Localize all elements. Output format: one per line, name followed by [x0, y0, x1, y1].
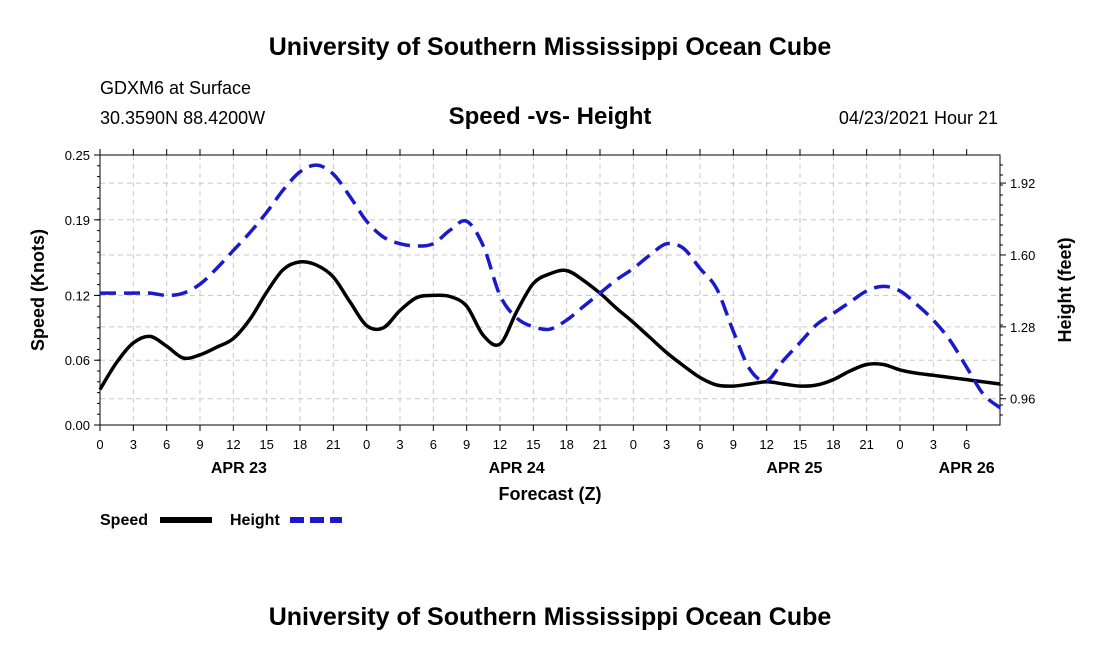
x-tick-label: 18	[559, 437, 573, 452]
x-tick-label: 3	[930, 437, 937, 452]
x-tick-label: 12	[493, 437, 507, 452]
x-tick-label: 0	[363, 437, 370, 452]
x-tick-label: 0	[630, 437, 637, 452]
station-label: GDXM6 at Surface	[100, 78, 251, 98]
x-tick-label: 3	[396, 437, 403, 452]
x-tick-label: 15	[793, 437, 807, 452]
x-date-label: APR 23	[211, 460, 267, 477]
y2-axis-label: Height (feet)	[1055, 238, 1075, 343]
x-tick-label: 6	[163, 437, 170, 452]
y-tick-label: 0.06	[65, 353, 90, 368]
y-axis-right: 0.96 1.28 1.60 1.92	[1000, 164, 1035, 416]
chart-title: Speed -vs- Height	[449, 103, 652, 130]
series	[98, 163, 1002, 410]
x-tick-label: 6	[963, 437, 970, 452]
x-tick-label: 21	[326, 437, 340, 452]
x-date-label: APR 25	[766, 460, 822, 477]
y-axis-label: Speed (Knots)	[28, 229, 48, 351]
y-tick-label: 0.00	[65, 418, 90, 433]
x-tick-label: 3	[663, 437, 670, 452]
y2-tick-label: 1.92	[1010, 176, 1035, 191]
series-line-speed	[98, 259, 1001, 391]
y-axis-left: 0.00 0.06 0.12 0.19 0.25	[65, 148, 100, 433]
x-tick-label: 18	[826, 437, 840, 452]
x-tick-label: 21	[593, 437, 607, 452]
x-tick-label: 9	[463, 437, 470, 452]
x-tick-label: 12	[759, 437, 773, 452]
page-title: University of Southern Mississippi Ocean…	[269, 33, 832, 61]
x-axis: 0 3 6 9 12 15 18 21 0 3 6 9 12 15 18 21 0 3 6 9 12 15 18 21 0 3 6 A…	[96, 149, 995, 477]
x-tick-label: 0	[896, 437, 903, 452]
x-tick-label: 15	[259, 437, 273, 452]
x-tick-label: 12	[226, 437, 240, 452]
y-tick-label: 0.25	[65, 148, 90, 163]
grid	[100, 155, 1000, 425]
x-tick-label: 6	[696, 437, 703, 452]
x-tick-label: 15	[526, 437, 540, 452]
y2-tick-label: 1.28	[1010, 320, 1035, 335]
legend: Speed Height	[100, 512, 342, 529]
x-tick-label: 6	[430, 437, 437, 452]
x-date-label: APR 24	[489, 460, 545, 477]
legend-speed-label: Speed	[100, 512, 148, 529]
x-axis-label: Forecast (Z)	[498, 484, 601, 504]
y-tick-label: 0.12	[65, 288, 90, 303]
series-line-height	[100, 163, 1002, 410]
x-tick-label: 0	[96, 437, 103, 452]
y2-tick-label: 0.96	[1010, 392, 1035, 407]
legend-height-label: Height	[230, 512, 280, 529]
x-date-label: APR 26	[939, 460, 995, 477]
x-tick-label: 3	[130, 437, 137, 452]
x-tick-label: 9	[196, 437, 203, 452]
y-tick-label: 0.19	[65, 213, 90, 228]
x-tick-label: 21	[859, 437, 873, 452]
footer-title: University of Southern Mississippi Ocean…	[269, 603, 832, 631]
plot-frame	[99, 154, 1001, 426]
coordinates-label: 30.3590N 88.4200W	[100, 108, 265, 128]
x-tick-label: 9	[730, 437, 737, 452]
timestamp-label: 04/23/2021 Hour 21	[839, 108, 998, 128]
x-tick-label: 18	[293, 437, 307, 452]
y2-tick-label: 1.60	[1010, 248, 1035, 263]
